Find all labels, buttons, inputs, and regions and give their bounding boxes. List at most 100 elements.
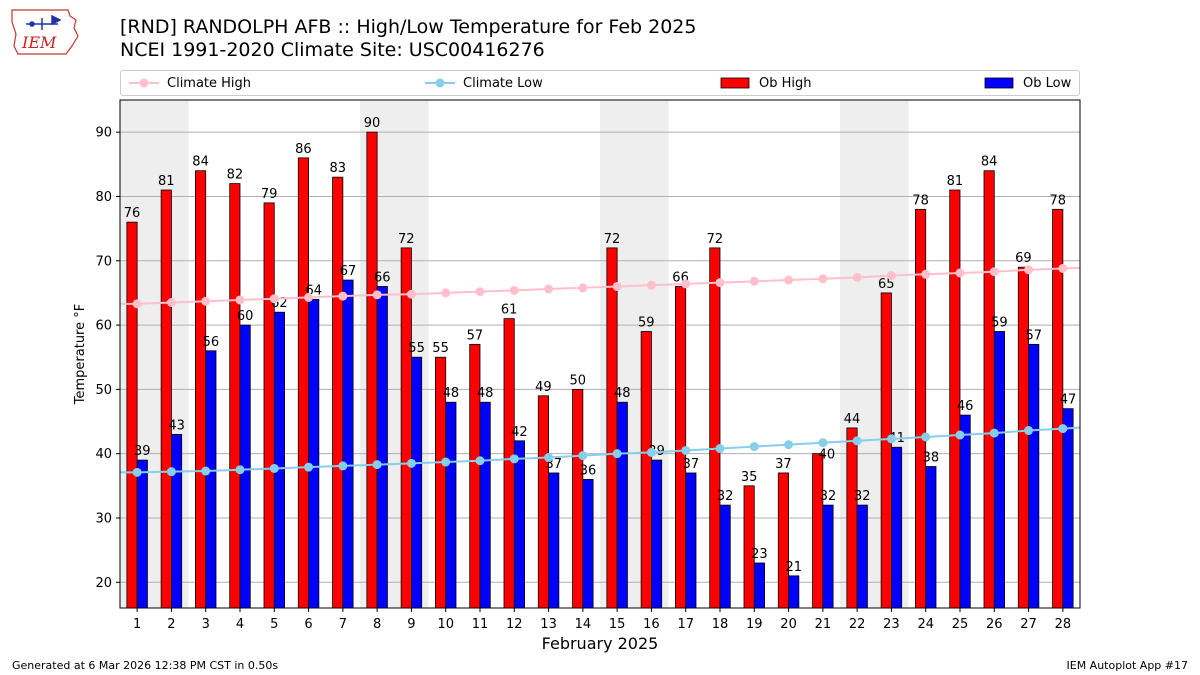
climate-high-point-day-26 [989,267,999,277]
tick-label-x-1: 1 [133,617,141,632]
climate-high-point-day-20 [784,275,794,285]
label-ob-low-day-10: 48 [443,386,460,401]
legend-label-climate-high: Climate High [167,75,252,91]
legend-item-climate-high: Climate High [127,71,251,95]
bar-ob-low-day-23 [891,446,903,609]
bar-ob-low-day-8 [376,286,388,609]
climate-high-point-day-9 [406,289,416,299]
tick-label-y-40: 40 [95,447,112,462]
climate-high-point-day-13 [544,284,554,294]
climate-high-point-day-28 [1058,263,1068,273]
bar-ob-high-day-11 [469,343,481,609]
label-ob-low-day-24: 38 [923,451,940,466]
label-ob-high-day-1: 76 [124,206,141,221]
label-ob-low-day-2: 43 [168,418,185,433]
climate-high-point-day-11 [475,287,485,297]
bar-ob-low-day-27 [1028,343,1040,609]
climate-low-point-day-27 [1024,426,1034,436]
label-ob-high-day-6: 86 [295,142,312,157]
climate-high-point-day-24 [921,269,931,279]
bar-ob-low-day-10 [445,401,457,609]
label-ob-low-day-9: 55 [408,341,425,356]
climate-low-point-day-23 [886,434,896,444]
climate-high-point-day-4 [235,295,245,305]
tick-label-x-11: 11 [472,617,489,632]
bar-ob-high-day-18 [709,247,721,609]
climate-high-point-day-7 [338,291,348,301]
climate-high-point-day-27 [1024,265,1034,275]
legend-item-climate-low: Climate Low [423,71,543,95]
bar-ob-low-day-11 [479,401,491,609]
climate-low-point-day-11 [475,456,485,466]
bar-ob-low-day-1 [136,459,148,609]
climate-low-point-day-14 [578,451,588,461]
bar-ob-high-day-5 [263,202,275,609]
bar-ob-high-day-13 [537,395,549,609]
tick-label-x-14: 14 [575,617,592,632]
tick-label-x-16: 16 [643,617,660,632]
ob-low-swatch [984,77,1014,89]
climate-high-point-day-16 [646,280,656,290]
climate-low-point-day-15 [612,449,622,459]
climate-low-point-day-4 [235,465,245,475]
climate-low-point-day-13 [544,453,554,463]
legend-label-ob-low: Ob Low [1023,75,1072,91]
bar-ob-low-day-26 [993,331,1005,609]
climate-high-swatch [129,78,159,88]
climate-low-point-day-25 [955,430,965,440]
label-ob-high-day-16: 59 [638,315,655,330]
tick-label-x-6: 6 [304,617,312,632]
legend-item-ob-low: Ob Low [983,71,1071,95]
label-ob-high-day-12: 61 [501,303,518,318]
tick-label-x-28: 28 [1055,617,1072,632]
svg-text:IEM: IEM [21,33,57,52]
climate-high-point-day-17 [681,279,691,289]
climate-high-point-day-22 [852,272,862,282]
tick-label-x-19: 19 [746,617,763,632]
tick-label-y-70: 70 [95,254,112,269]
bar-ob-high-day-23 [880,292,892,609]
climate-low-point-day-8 [372,460,382,470]
iem-logo: IEM [11,9,79,55]
tick-label-x-21: 21 [815,617,832,632]
climate-low-point-day-21 [818,438,828,448]
ob-high-swatch [720,77,750,89]
bar-ob-high-day-26 [983,170,995,609]
label-ob-low-day-12: 42 [511,425,528,440]
bar-ob-low-day-16 [651,459,663,609]
tick-label-x-3: 3 [202,617,210,632]
tick-label-x-27: 27 [1020,617,1037,632]
label-ob-high-day-13: 49 [535,380,552,395]
label-ob-low-day-11: 48 [477,386,494,401]
label-ob-high-day-19: 35 [741,470,758,485]
climate-high-point-day-18 [715,278,725,288]
tick-label-y-60: 60 [95,319,112,334]
climate-high-point-day-3 [201,296,211,306]
climate-high-point-day-8 [372,290,382,300]
label-ob-high-day-11: 57 [467,328,484,343]
label-ob-high-day-22: 44 [844,412,861,427]
bar-ob-low-day-13 [548,472,560,609]
label-ob-low-day-22: 32 [854,489,871,504]
climate-high-point-day-2 [166,298,176,308]
tick-label-x-23: 23 [883,617,900,632]
bar-ob-high-day-12 [503,318,515,609]
climate-high-point-day-25 [955,268,965,278]
bar-ob-high-day-16 [640,331,652,609]
climate-low-line [120,426,1081,474]
bar-ob-high-day-14 [572,388,584,609]
bar-ob-high-day-4 [229,183,241,609]
climate-low-point-day-16 [646,447,656,457]
tick-label-x-17: 17 [677,617,694,632]
tick-label-y-20: 20 [95,576,112,591]
tick-label-x-15: 15 [609,617,626,632]
climate-low-point-day-1 [132,467,142,477]
bar-ob-high-day-2 [160,189,172,609]
label-ob-high-day-10: 55 [432,341,449,356]
bar-ob-low-day-18 [719,504,731,609]
label-ob-low-day-8: 66 [374,270,391,285]
climate-low-point-day-5 [269,463,279,473]
chart-legend: Climate High Climate Low Ob High Ob Low [120,70,1080,96]
chart-subtitle: NCEI 1991-2020 Climate Site: USC00416276 [120,39,545,61]
